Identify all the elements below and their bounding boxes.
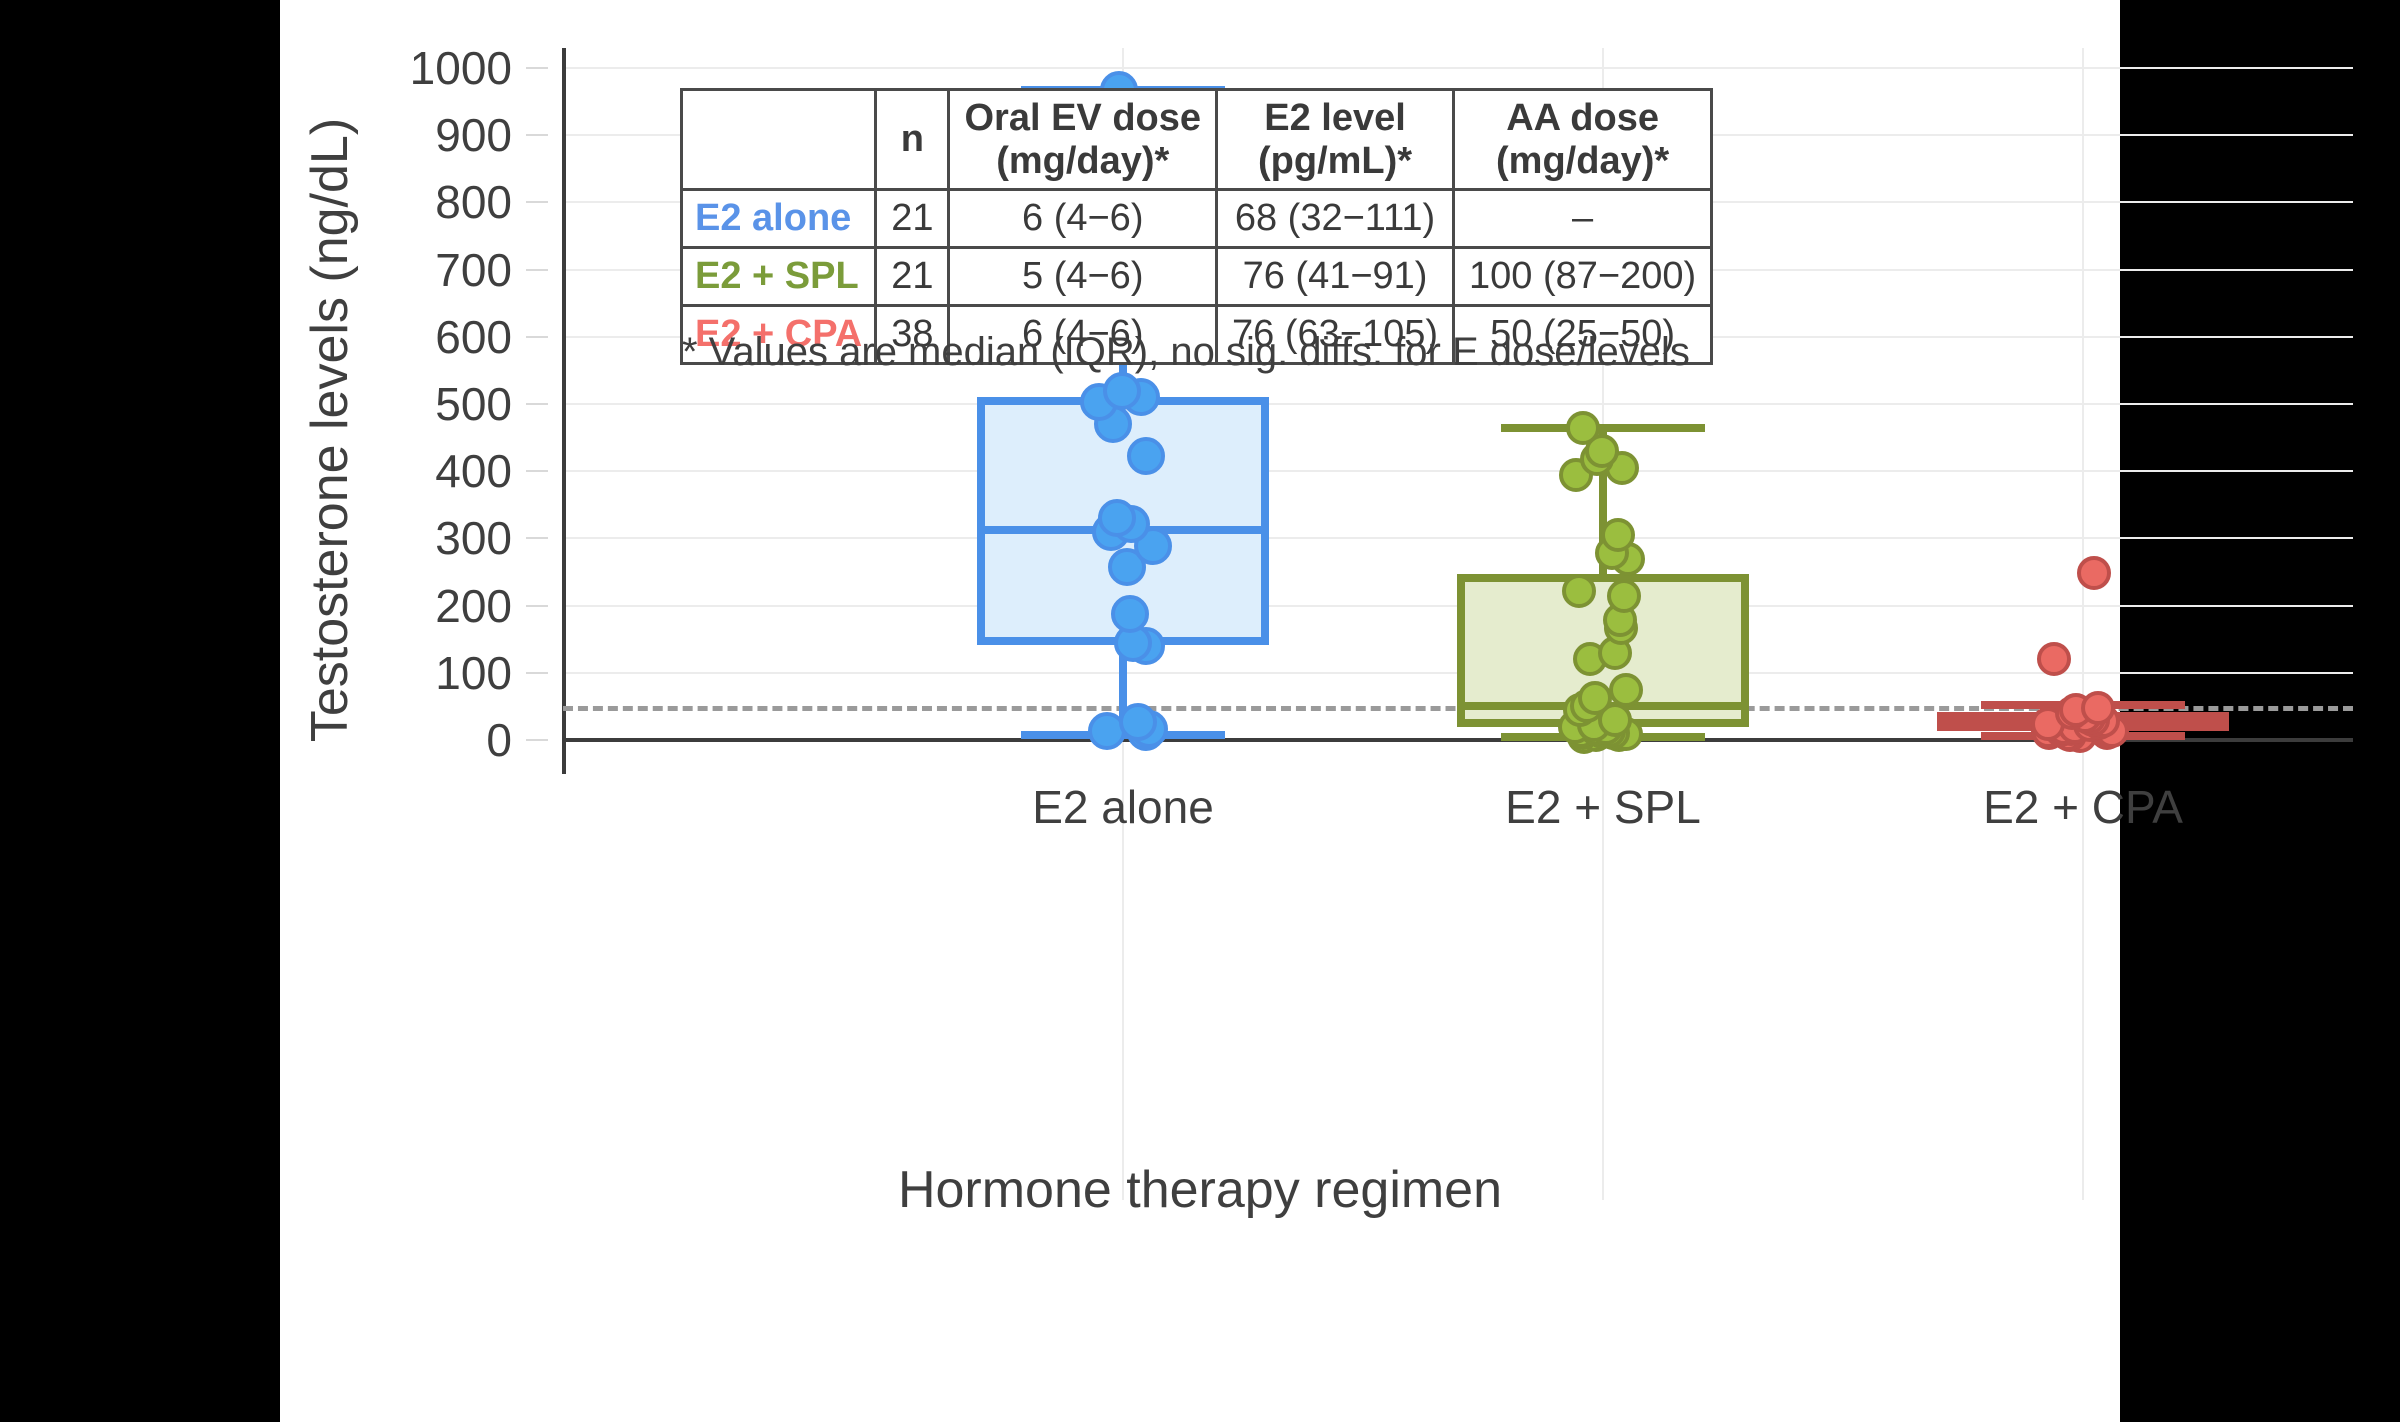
cell-ev-dose-1: 5 (4−6) <box>947 246 1219 308</box>
table-row: E2 alone 21 6 (4−6) 68 (32−111) – <box>679 188 1714 250</box>
cell-e2-level-2: 76 (63−105) <box>1215 304 1456 366</box>
y-tick-mark-1000 <box>526 67 548 69</box>
gridline-x-2 <box>2082 48 2084 1200</box>
data-point-1-22 <box>1607 578 1642 613</box>
y-tick-mark-800 <box>526 201 548 204</box>
y-tick-mark-500 <box>526 403 548 405</box>
table-row: E2 + CPA 38 6 (4−6) 76 (63−105) 50 (25−50) <box>679 304 1714 366</box>
y-tick-mark-300 <box>526 537 548 540</box>
whisker-cap-high-1 <box>1501 424 1705 433</box>
box-plot-chart: 0 100 200 300 400 500 600 700 800 900 1000 E2 alon… <box>280 0 2353 1422</box>
y-tick-mark-200 <box>526 604 548 607</box>
table-header-row: n Oral EV dose (mg/day)* E2 level (pg/mL)*… <box>679 87 1714 192</box>
data-point-0-12 <box>1126 437 1165 476</box>
cell-aa-dose-2: 50 (25−50) <box>1452 304 1714 366</box>
gridline-y-300 <box>563 537 2353 540</box>
y-tick-label-100: 100 <box>435 646 512 699</box>
data-point-0-7 <box>1108 548 1147 587</box>
y-tick-mark-0 <box>526 739 548 741</box>
gridline-y-1000 <box>563 67 2353 69</box>
data-point-2-21 <box>2080 690 2115 725</box>
cell-ev-dose-2: 6 (4−6) <box>947 304 1219 366</box>
table-body: E2 alone 21 6 (4−6) 68 (32−111) – E2 + SPL 21 5… <box>679 188 1714 366</box>
th-oral-ev-dose: Oral EV dose (mg/day)* <box>947 87 1219 192</box>
y-tick-mark-900 <box>526 134 548 137</box>
y-tick-label-200: 200 <box>435 579 512 632</box>
cell-e2-level-1: 76 (41−91) <box>1215 246 1456 308</box>
y-tick-label-900: 900 <box>435 109 512 162</box>
x-tick-label-2: E2 + CPA <box>1983 781 2183 833</box>
y-tick-label-700: 700 <box>435 243 512 296</box>
row-label-2: E2 + CPA <box>679 304 878 366</box>
th-e2-level: E2 level (pg/mL)* <box>1215 87 1456 192</box>
table-footnote: * Values are median (IQR), no sig. diffs… <box>682 330 1690 374</box>
y-axis-spine <box>562 48 566 774</box>
data-point-2-23 <box>2077 556 2112 591</box>
data-point-0-3 <box>1118 702 1157 741</box>
data-point-2-22 <box>2037 642 2072 677</box>
row-label-1: E2 + SPL <box>679 246 878 308</box>
th-aa-dose: AA dose (mg/day)* <box>1452 87 1714 192</box>
cell-n-2: 38 <box>874 304 951 366</box>
data-point-0-11 <box>1097 499 1136 538</box>
row-label-0: E2 alone <box>679 188 878 250</box>
y-tick-label-500: 500 <box>435 378 512 430</box>
cell-aa-dose-0: – <box>1452 188 1714 250</box>
gridline-y-400 <box>563 470 2353 473</box>
y-tick-mark-100 <box>526 671 548 674</box>
y-tick-mark-700 <box>526 268 548 271</box>
x-tick-label-0: E2 alone <box>1032 781 1214 833</box>
table-row: E2 + SPL 21 5 (4−6) 76 (41−91) 100 (87−200) <box>679 246 1714 308</box>
y-axis-title: Testosterone levels (ng/dL) <box>301 117 359 743</box>
data-point-0-6 <box>1110 594 1149 633</box>
data-point-1-17 <box>1609 672 1643 707</box>
x-axis-title: Hormone therapy regimen <box>897 1161 1503 1219</box>
y-tick-label-400: 400 <box>435 445 512 498</box>
y-tick-label-1000: 1000 <box>409 42 512 94</box>
y-tick-label-0: 0 <box>486 714 512 766</box>
data-point-1-26 <box>1600 518 1635 553</box>
data-point-1-31 <box>1565 411 1600 446</box>
y-tick-mark-400 <box>526 470 548 473</box>
cell-n-1: 21 <box>874 246 951 308</box>
y-tick-label-600: 600 <box>435 310 512 363</box>
th-n: n <box>874 87 951 192</box>
cell-n-0: 21 <box>874 188 951 250</box>
cell-e2-level-0: 68 (32−111) <box>1215 188 1456 250</box>
data-point-1-23 <box>1561 573 1596 608</box>
summary-table: n Oral EV dose (mg/day)* E2 level (pg/mL)*… <box>679 87 1714 366</box>
y-tick-label-800: 800 <box>435 176 512 229</box>
cell-ev-dose-0: 6 (4−6) <box>947 188 1219 250</box>
y-tick-label-300: 300 <box>435 512 512 565</box>
th-blank <box>679 87 878 192</box>
data-point-0-16 <box>1103 371 1142 410</box>
x-axis-spine <box>563 738 2353 742</box>
cell-aa-dose-1: 100 (87−200) <box>1452 246 1714 308</box>
x-tick-label-1: E2 + SPL <box>1505 781 1701 833</box>
figure-canvas: 0 100 200 300 400 500 600 700 800 900 1000 E2 alon… <box>280 0 2353 1422</box>
gridline-y-500 <box>563 403 2353 405</box>
y-tick-mark-600 <box>526 335 548 338</box>
data-point-1-16 <box>1577 681 1612 716</box>
